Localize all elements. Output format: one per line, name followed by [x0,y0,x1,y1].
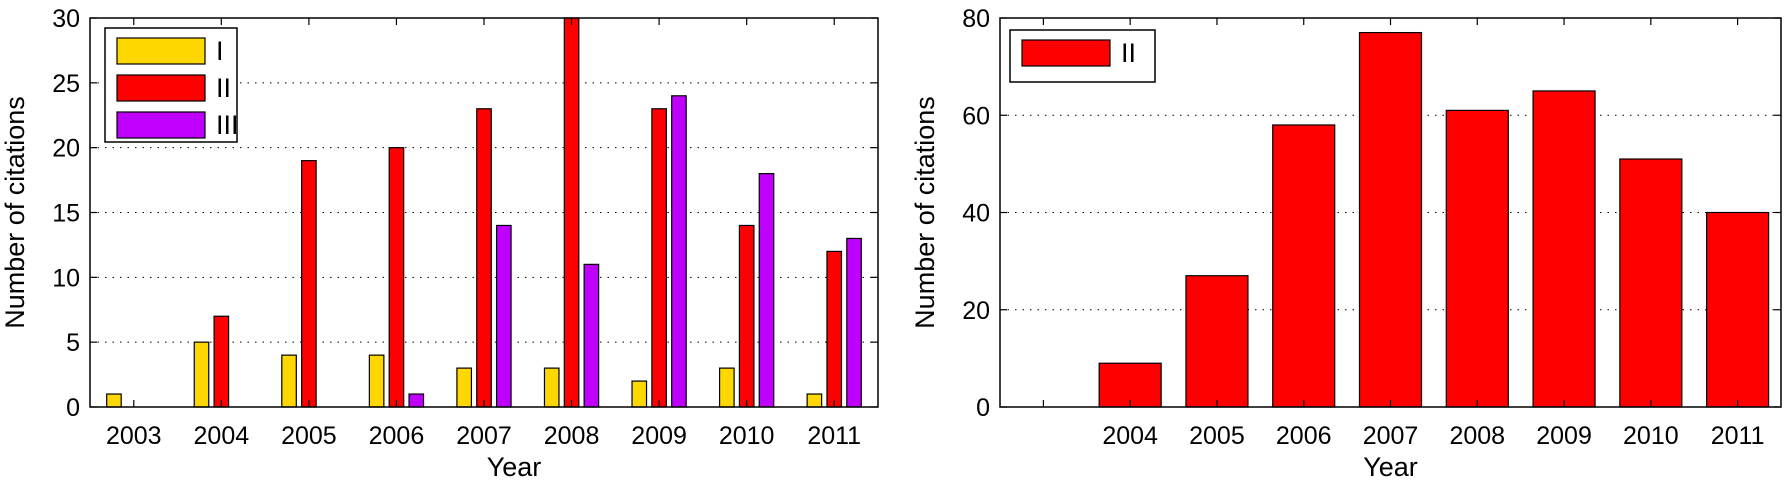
bar-iii-2009 [671,95,687,408]
legend-swatch-iii [116,111,206,139]
bar-iii-2011 [846,237,862,408]
x-tick-label: 2010 [1623,422,1679,450]
y-tick-label: 25 [52,70,80,98]
x-tick-label: 2006 [369,422,425,450]
x-tick-label: 2005 [281,422,337,450]
x-tick-label: 2005 [1189,422,1245,450]
y-tick-label: 30 [52,5,80,33]
x-tick-label: 2007 [456,422,512,450]
legend: II [1009,29,1156,83]
x-tick-label: 2009 [1536,422,1592,450]
y-tick-label: 20 [962,297,990,325]
right-citations-chart: 0 20 40 60 80 2004 2005 2006 2007 2008 2009 2010 201… [910,5,1782,482]
y-tick-label: 0 [976,394,990,422]
bar-i-2011 [806,393,823,408]
legend-swatch-ii [116,74,206,102]
bar-ii-2006 [388,147,405,408]
y-tick-label: 10 [52,264,80,292]
x-tick-label: 2004 [1102,422,1158,450]
bar-ii-2006 [1272,124,1336,408]
bar-i-2008 [543,367,560,408]
bar-ii-2007 [1358,31,1423,408]
y-tick-label: 0 [66,394,80,422]
bar-ii-2008 [1445,109,1509,408]
x-tick-label: 2011 [807,422,861,450]
x-axis-label: Year [1363,452,1418,482]
y-axis-label: Number of citations [910,96,940,329]
x-tick-label: 2008 [1449,422,1505,450]
left-citations-chart: 0 5 10 15 20 25 30 2003 2004 2005 2006 2007 2008 2009… [0,5,879,482]
bar-ii-2009 [651,108,667,408]
x-tick-label: 2004 [194,422,250,450]
legend-swatch-i [116,37,206,65]
x-axis-label: Year [487,452,542,482]
bar-ii-2005 [301,160,317,408]
x-tick-label: 2010 [719,422,775,450]
bar-iii-2007 [495,224,512,408]
y-tick-label: 60 [962,102,990,130]
bar-ii-2011 [826,250,843,408]
legend-label-iii: III [216,110,239,140]
bar-ii-2008 [563,17,580,408]
bar-ii-2010 [1619,158,1683,408]
bar-i-2004 [193,341,210,408]
bar-i-2006 [368,354,385,408]
bar-i-2009 [631,380,648,408]
bar-i-2007 [456,367,473,408]
y-tick-label: 15 [52,200,80,228]
bar-ii-2004 [213,315,230,408]
x-tick-label: 2008 [544,422,600,450]
legend-label-ii: II [216,73,231,103]
bar-i-2010 [718,367,735,408]
x-tick-label: 2006 [1276,422,1332,450]
legend-swatch-ii [1021,39,1111,67]
legend-label-i: I [216,36,224,66]
bar-iii-2008 [583,263,600,408]
bar-ii-2009 [1532,90,1596,408]
bar-ii-2007 [476,108,492,408]
y-tick-label: 20 [52,135,80,163]
y-tick-label: 5 [66,329,80,357]
x-tick-label: 2009 [631,422,687,450]
x-tick-label: 2003 [106,422,162,450]
bar-ii-2011 [1706,211,1770,408]
y-tick-label: 40 [962,200,990,228]
x-tick-label: 2011 [1711,422,1765,450]
bar-i-2005 [281,354,297,408]
bar-i-2003 [106,393,122,408]
legend-label-ii: II [1121,38,1136,68]
bar-ii-2010 [738,224,755,408]
bar-ii-2004 [1098,362,1162,408]
bar-iii-2006 [408,393,425,408]
y-axis-label: Number of citations [0,96,30,329]
x-tick-label: 2007 [1363,422,1419,450]
y-tick-label: 80 [962,5,990,33]
bar-ii-2005 [1185,275,1249,408]
bar-iii-2010 [758,173,775,408]
